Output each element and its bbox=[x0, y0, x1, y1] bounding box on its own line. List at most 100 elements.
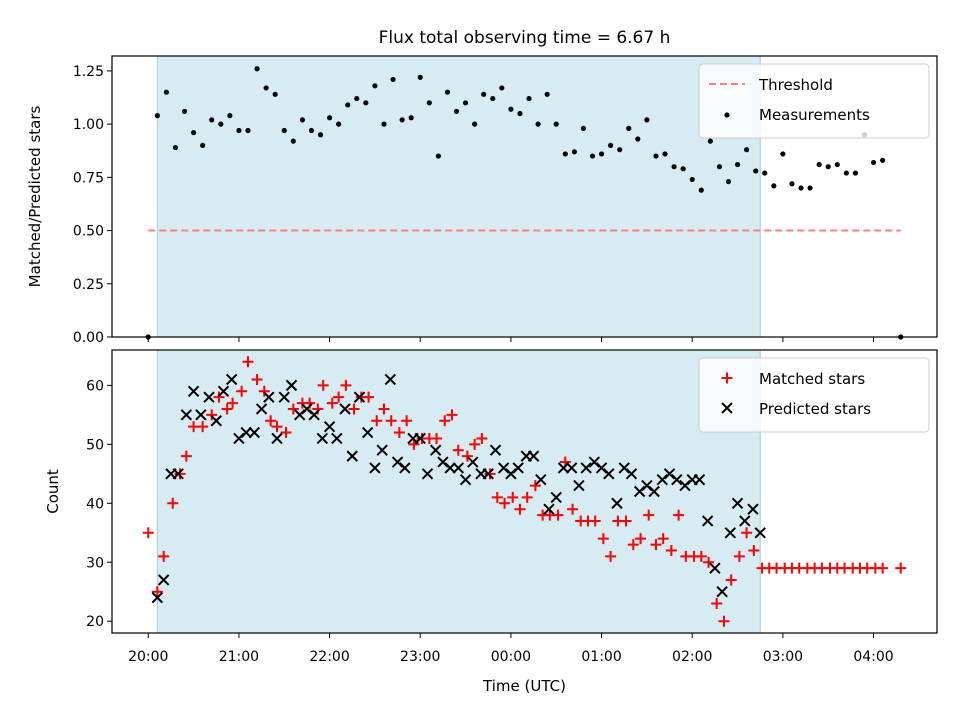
data-point bbox=[163, 89, 169, 95]
data-point bbox=[543, 503, 555, 515]
data-point bbox=[316, 432, 329, 445]
data-point bbox=[603, 468, 615, 480]
data-point bbox=[281, 127, 287, 134]
data-point bbox=[553, 121, 559, 127]
data-point bbox=[880, 157, 886, 163]
data-point bbox=[731, 497, 744, 509]
data-point bbox=[461, 450, 473, 462]
data-point bbox=[491, 491, 503, 503]
data-point bbox=[499, 497, 511, 509]
data-point bbox=[206, 409, 218, 421]
data-point bbox=[203, 391, 215, 403]
data-point bbox=[376, 444, 388, 456]
data-point bbox=[535, 121, 541, 127]
data-point bbox=[657, 533, 669, 545]
data-point bbox=[340, 379, 352, 391]
data-point bbox=[744, 147, 750, 153]
data-point bbox=[771, 183, 777, 189]
x-tick-label: 22:00 bbox=[309, 649, 349, 665]
data-point bbox=[627, 539, 639, 551]
data-point bbox=[236, 385, 248, 397]
data-point bbox=[271, 421, 283, 433]
data-point bbox=[580, 462, 592, 474]
data-point bbox=[662, 151, 668, 157]
data-point bbox=[482, 468, 494, 480]
data-point bbox=[680, 166, 686, 172]
data-point bbox=[151, 586, 163, 598]
data-point bbox=[472, 121, 478, 127]
data-point bbox=[271, 432, 283, 445]
plot-frame bbox=[111, 349, 938, 634]
data-point bbox=[333, 391, 345, 403]
data-point bbox=[825, 164, 831, 170]
data-point bbox=[870, 159, 877, 166]
data-point bbox=[414, 432, 426, 445]
data-point bbox=[507, 491, 519, 503]
data-point bbox=[816, 161, 822, 168]
data-point bbox=[512, 462, 524, 474]
data-point bbox=[251, 373, 263, 385]
data-point bbox=[384, 373, 397, 386]
data-point bbox=[401, 415, 413, 427]
data-point bbox=[158, 550, 170, 562]
data-point bbox=[361, 426, 374, 439]
data-point bbox=[285, 379, 298, 392]
data-point bbox=[521, 491, 533, 503]
y-tick-label: 0.75 bbox=[73, 170, 104, 186]
x-tick-label: 04:00 bbox=[853, 649, 893, 665]
data-point bbox=[754, 527, 766, 539]
data-point bbox=[653, 153, 659, 159]
data-point bbox=[331, 432, 343, 445]
data-point bbox=[209, 117, 215, 123]
data-point bbox=[197, 421, 209, 433]
data-point bbox=[265, 415, 277, 427]
data-point bbox=[172, 468, 184, 480]
data-point bbox=[573, 479, 585, 492]
data-point bbox=[317, 132, 324, 138]
x-tick-label: 03:00 bbox=[763, 649, 803, 665]
y-tick-label: 40 bbox=[86, 496, 104, 512]
data-point bbox=[733, 550, 745, 562]
data-point bbox=[363, 100, 369, 106]
x-axis-label: Time (UTC) bbox=[482, 677, 566, 695]
data-point bbox=[245, 127, 251, 134]
data-point bbox=[336, 121, 342, 127]
data-point bbox=[353, 391, 366, 403]
data-point bbox=[689, 176, 695, 183]
data-point bbox=[703, 556, 715, 568]
data-point bbox=[323, 420, 336, 433]
data-point bbox=[739, 515, 751, 527]
data-point bbox=[671, 474, 683, 486]
data-point bbox=[665, 544, 677, 556]
data-point bbox=[225, 373, 238, 386]
data-point bbox=[217, 385, 230, 397]
data-point bbox=[200, 142, 206, 149]
data-point bbox=[644, 117, 650, 123]
data-point bbox=[444, 462, 456, 474]
data-point bbox=[345, 102, 351, 108]
legend-marker bbox=[724, 112, 730, 118]
data-point bbox=[187, 385, 200, 397]
data-point bbox=[218, 121, 224, 127]
data-point bbox=[611, 497, 623, 509]
data-point bbox=[877, 562, 889, 574]
data-point bbox=[339, 403, 351, 415]
legend-label: Threshold bbox=[758, 76, 833, 94]
data-point bbox=[452, 444, 464, 456]
bottom-panel: 20 30 40 50 60 20:00 21:00 22:00 23:00 00:00 01:00… bbox=[44, 349, 938, 695]
data-point bbox=[562, 151, 568, 157]
data-point bbox=[346, 450, 358, 462]
data-point bbox=[552, 509, 564, 521]
legend-marker bbox=[721, 372, 733, 384]
data-point bbox=[834, 161, 840, 168]
data-point bbox=[571, 149, 577, 155]
data-point bbox=[348, 403, 360, 415]
data-point bbox=[195, 409, 207, 421]
data-point bbox=[287, 403, 299, 415]
data-point bbox=[798, 185, 804, 191]
data-point bbox=[446, 409, 458, 421]
y-axis-label: Count bbox=[44, 469, 62, 514]
data-point bbox=[716, 164, 723, 170]
legend-label: Predicted stars bbox=[759, 400, 871, 418]
data-point bbox=[709, 562, 721, 574]
